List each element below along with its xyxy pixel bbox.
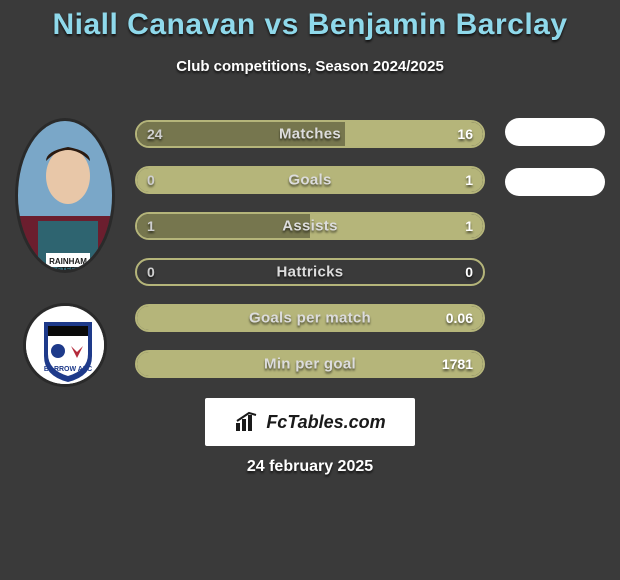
svg-text:BARROW AFC: BARROW AFC — [44, 366, 92, 373]
bar-value-right: 1781 — [442, 356, 473, 372]
svg-text:STEEL: STEEL — [57, 267, 80, 273]
stat-bar-goals-per-match: Goals per match 0.06 — [135, 304, 485, 332]
bar-label: Goals per match — [249, 310, 371, 327]
bar-label: Matches — [279, 126, 341, 143]
bar-label: Hattricks — [277, 264, 344, 281]
bar-value-right: 0.06 — [446, 310, 473, 326]
player-right-column — [500, 118, 610, 196]
comparison-infographic: Niall Canavan vs Benjamin Barclay Club c… — [0, 0, 620, 580]
stat-bar-min-per-goal: Min per goal 1781 — [135, 350, 485, 378]
player-left-column: RAINHAMSTEEL BARROW AFC — [10, 118, 120, 387]
brand-text: FcTables.com — [266, 412, 385, 433]
bar-value-right: 0 — [465, 264, 473, 280]
bar-label: Goals — [288, 172, 331, 189]
page-title: Niall Canavan vs Benjamin Barclay — [0, 0, 620, 42]
stat-bars: 24 Matches 16 0 Goals 1 1 Assists 1 0 Hattricks 0 Go… — [135, 120, 485, 378]
date-line: 24 february 2025 — [247, 458, 373, 476]
bar-value-left: 0 — [147, 264, 155, 280]
bar-value-left: 1 — [147, 218, 155, 234]
bar-value-left: 24 — [147, 126, 163, 142]
svg-text:RAINHAM: RAINHAM — [49, 257, 87, 266]
player-left-crest: BARROW AFC — [23, 303, 107, 387]
stat-bar-hattricks: 0 Hattricks 0 — [135, 258, 485, 286]
brand-chart-icon — [234, 411, 262, 433]
bar-value-right: 1 — [465, 172, 473, 188]
stat-bar-goals: 0 Goals 1 — [135, 166, 485, 194]
bar-label: Min per goal — [264, 356, 356, 373]
player-right-portrait-placeholder — [505, 118, 605, 146]
bar-value-left: 0 — [147, 172, 155, 188]
player-left-portrait: RAINHAMSTEEL — [15, 118, 115, 273]
club-crest-icon: BARROW AFC — [26, 306, 107, 387]
player-portrait-icon: RAINHAMSTEEL — [18, 121, 115, 273]
bar-value-right: 16 — [457, 126, 473, 142]
subtitle: Club competitions, Season 2024/2025 — [0, 58, 620, 75]
bar-label: Assists — [282, 218, 337, 235]
stat-bar-assists: 1 Assists 1 — [135, 212, 485, 240]
player-right-crest-placeholder — [505, 168, 605, 196]
brand-box: FcTables.com — [205, 398, 415, 446]
stat-bar-matches: 24 Matches 16 — [135, 120, 485, 148]
bar-value-right: 1 — [465, 218, 473, 234]
